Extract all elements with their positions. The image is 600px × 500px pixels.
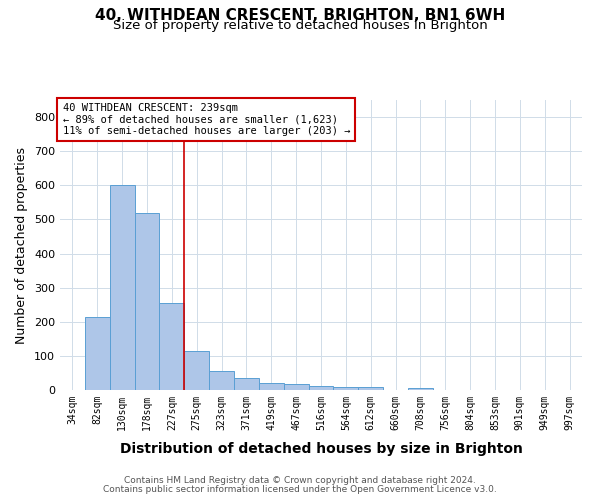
Bar xyxy=(110,186,134,390)
Bar xyxy=(308,386,334,390)
Bar xyxy=(334,388,358,390)
Bar xyxy=(160,303,184,390)
Text: 40 WITHDEAN CRESCENT: 239sqm
← 89% of detached houses are smaller (1,623)
11% of: 40 WITHDEAN CRESCENT: 239sqm ← 89% of de… xyxy=(62,103,350,136)
Bar xyxy=(284,384,308,390)
Text: Size of property relative to detached houses in Brighton: Size of property relative to detached ho… xyxy=(113,19,487,32)
Y-axis label: Number of detached properties: Number of detached properties xyxy=(16,146,28,344)
Bar xyxy=(85,316,110,390)
Text: Distribution of detached houses by size in Brighton: Distribution of detached houses by size … xyxy=(119,442,523,456)
Text: 40, WITHDEAN CRESCENT, BRIGHTON, BN1 6WH: 40, WITHDEAN CRESCENT, BRIGHTON, BN1 6WH xyxy=(95,8,505,22)
Bar xyxy=(209,371,234,390)
Text: Contains public sector information licensed under the Open Government Licence v3: Contains public sector information licen… xyxy=(103,485,497,494)
Bar xyxy=(408,388,433,390)
Text: Contains HM Land Registry data © Crown copyright and database right 2024.: Contains HM Land Registry data © Crown c… xyxy=(124,476,476,485)
Bar xyxy=(234,378,259,390)
Bar xyxy=(134,212,160,390)
Bar xyxy=(358,388,383,390)
Bar xyxy=(184,351,209,390)
Bar xyxy=(259,383,284,390)
